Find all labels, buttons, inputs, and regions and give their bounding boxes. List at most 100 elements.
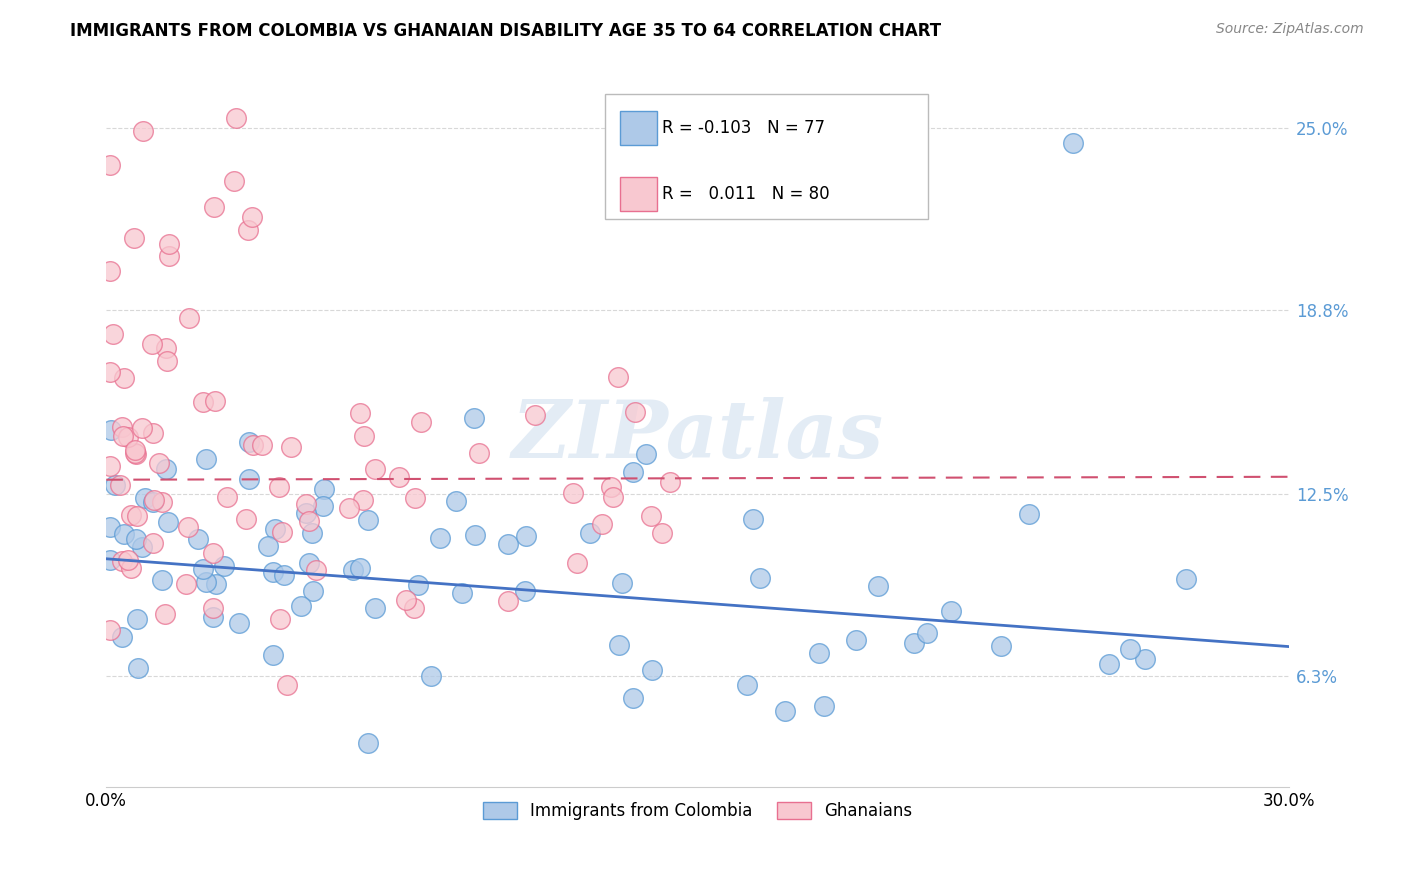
Point: [658, 475, 681, 489]
Point: [124, 446, 146, 460]
Point: [156, 354, 179, 368]
Point: [108, 478, 131, 492]
Point: [623, 465, 645, 479]
Point: [155, 607, 177, 622]
Point: [561, 485, 583, 500]
Point: [813, 699, 835, 714]
Point: [238, 434, 260, 449]
Point: [364, 601, 387, 615]
Point: [868, 578, 890, 592]
Point: [212, 558, 235, 573]
Point: [236, 223, 259, 237]
Point: [271, 524, 294, 539]
Point: [142, 426, 165, 441]
Point: [201, 601, 224, 615]
Point: [125, 447, 148, 461]
Point: [262, 565, 284, 579]
Point: [337, 501, 360, 516]
Point: [349, 561, 371, 575]
Point: [98, 623, 121, 637]
Point: [294, 506, 316, 520]
Point: [228, 615, 250, 630]
Point: [222, 174, 245, 188]
Point: [273, 567, 295, 582]
Point: [903, 635, 925, 649]
Point: [111, 428, 134, 442]
Point: [155, 341, 177, 355]
Point: [915, 625, 938, 640]
Point: [342, 563, 364, 577]
Point: [1175, 572, 1198, 586]
Point: [269, 612, 291, 626]
Point: [117, 429, 139, 443]
Point: [157, 515, 180, 529]
Point: [257, 539, 280, 553]
Point: [104, 477, 127, 491]
Text: Source: ZipAtlas.com: Source: ZipAtlas.com: [1216, 22, 1364, 37]
Point: [132, 124, 155, 138]
Point: [100, 423, 122, 437]
Point: [142, 495, 165, 509]
Point: [215, 491, 238, 505]
Point: [524, 408, 547, 422]
Point: [496, 537, 519, 551]
Point: [640, 509, 662, 524]
Point: [150, 573, 173, 587]
Point: [602, 490, 624, 504]
Point: [112, 527, 135, 541]
Point: [193, 562, 215, 576]
Point: [187, 532, 209, 546]
Point: [98, 458, 121, 473]
Point: [267, 480, 290, 494]
Point: [142, 536, 165, 550]
Point: [1062, 136, 1084, 150]
Point: [429, 531, 451, 545]
Point: [98, 365, 121, 379]
Point: [651, 525, 673, 540]
Point: [111, 630, 134, 644]
Point: [301, 583, 323, 598]
Point: [990, 640, 1012, 654]
Point: [240, 210, 263, 224]
Point: [305, 563, 328, 577]
Point: [621, 690, 644, 705]
Point: [263, 522, 285, 536]
Point: [634, 446, 657, 460]
Point: [612, 576, 634, 591]
Point: [141, 336, 163, 351]
Point: [1018, 507, 1040, 521]
Point: [599, 480, 621, 494]
Point: [941, 604, 963, 618]
Point: [201, 610, 224, 624]
Point: [238, 472, 260, 486]
Point: [1098, 657, 1121, 672]
Point: [262, 648, 284, 662]
Point: [775, 704, 797, 718]
Point: [314, 482, 336, 496]
Point: [607, 369, 630, 384]
Point: [124, 231, 146, 245]
Point: [276, 678, 298, 692]
Point: [120, 561, 142, 575]
Point: [352, 493, 374, 508]
Point: [280, 440, 302, 454]
Point: [124, 442, 146, 457]
Text: IMMIGRANTS FROM COLOMBIA VS GHANAIAN DISABILITY AGE 35 TO 64 CORRELATION CHART: IMMIGRANTS FROM COLOMBIA VS GHANAIAN DIS…: [70, 22, 942, 40]
Point: [607, 638, 630, 652]
Point: [451, 586, 474, 600]
Point: [419, 669, 441, 683]
Point: [513, 584, 536, 599]
Point: [388, 470, 411, 484]
Point: [295, 497, 318, 511]
Point: [402, 601, 425, 615]
Point: [312, 499, 335, 513]
Point: [290, 599, 312, 613]
Point: [406, 578, 429, 592]
Point: [191, 395, 214, 409]
Point: [444, 494, 467, 508]
Point: [467, 446, 489, 460]
Point: [150, 494, 173, 508]
Point: [120, 508, 142, 523]
Point: [103, 326, 125, 341]
Point: [127, 612, 149, 626]
